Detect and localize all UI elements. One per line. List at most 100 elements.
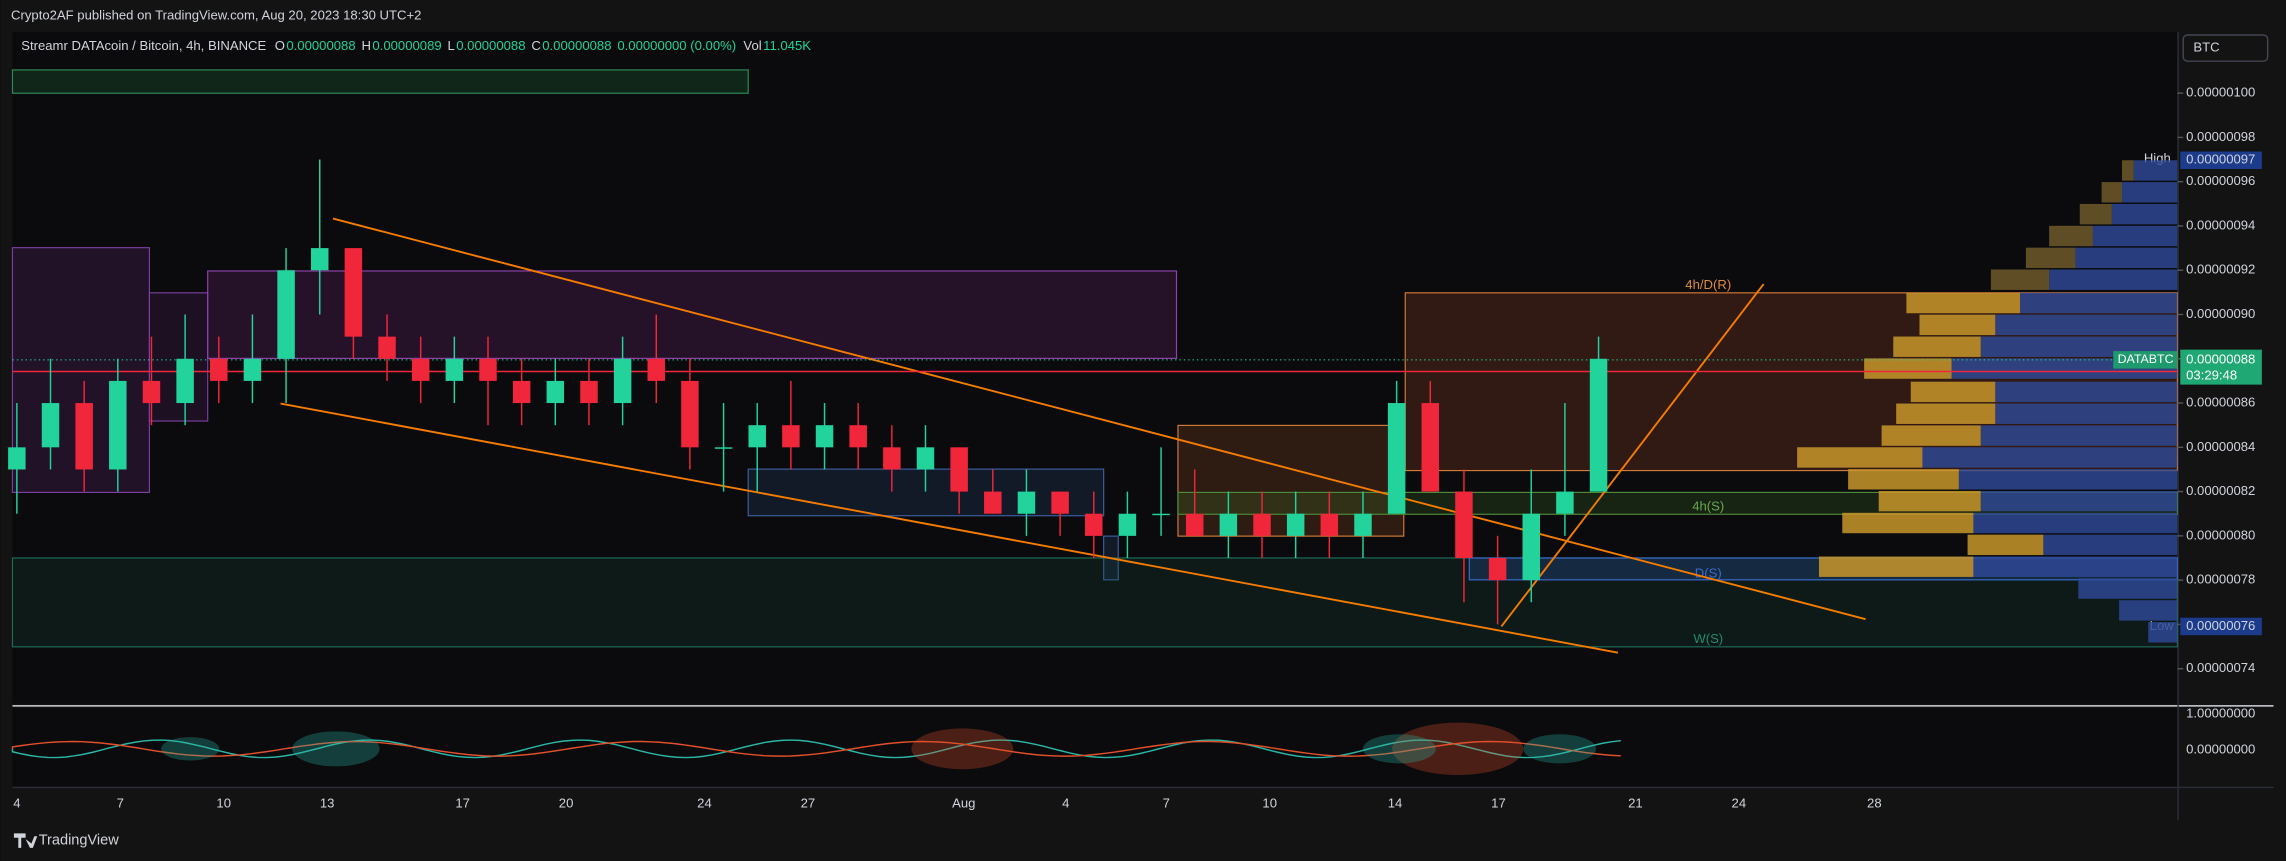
candle-body	[984, 491, 1002, 514]
currency-button[interactable]	[2182, 34, 2269, 62]
candle-body	[782, 425, 800, 448]
y-tick-label: 0.00000074	[2186, 660, 2255, 675]
candle-body	[546, 380, 565, 404]
indicator-tick-label: 1.00000000	[2186, 705, 2255, 720]
profile-gold	[2049, 225, 2093, 247]
x-tick-label: 17	[1491, 796, 1506, 811]
candle-body	[1488, 558, 1507, 581]
x-tick-label: Aug	[952, 796, 975, 811]
candle-body	[613, 358, 632, 404]
profile-blue	[2111, 203, 2178, 225]
profile-gold	[1893, 336, 1981, 357]
profile-blue	[1995, 381, 2178, 403]
zone-label: 4h/D(R)	[1685, 277, 1731, 292]
candle-body	[1085, 513, 1103, 536]
candle-body	[1354, 513, 1372, 536]
x-tick-label: 10	[216, 796, 231, 811]
oscillator-blob	[1392, 722, 1524, 776]
last-symbol-bg	[2113, 351, 2178, 369]
extreme-label: 0.00000076	[2186, 618, 2255, 633]
candle-body	[75, 403, 93, 470]
candle-body	[815, 425, 834, 448]
oscillator-blob	[292, 731, 380, 767]
y-tick-label: 0.00000100	[2186, 85, 2255, 100]
profile-blue	[1973, 556, 2178, 577]
ohlc-value: 0.00000088	[286, 38, 355, 53]
y-tick-label: 0.00000082	[2186, 483, 2255, 498]
candle-body	[512, 380, 531, 404]
profile-gold	[1906, 292, 2021, 314]
indicator-tick-label: 0.00000000	[2186, 742, 2255, 757]
profile-gold	[1842, 512, 1974, 534]
profile-blue	[2020, 292, 2178, 314]
y-tick-label: 0.00000092	[2186, 262, 2255, 277]
profile-gold	[1881, 425, 1981, 446]
profile-blue	[1980, 490, 2178, 512]
oscillator-blob	[161, 737, 220, 761]
candle-body	[883, 447, 901, 470]
candle-body	[1219, 513, 1238, 536]
candle-body	[1017, 491, 1036, 514]
brand-logo	[13, 833, 38, 848]
last-price-bg	[2180, 349, 2262, 385]
candle-body	[1118, 513, 1137, 536]
profile-blue	[1922, 447, 2178, 468]
x-tick-label: 27	[801, 796, 816, 811]
profile-gold	[1878, 490, 1981, 512]
profile-gold	[1848, 469, 1959, 490]
profile-blue	[1995, 403, 2178, 424]
x-tick-label: 13	[320, 796, 335, 811]
profile-blue	[2078, 578, 2178, 599]
candle-body	[681, 380, 699, 448]
profile-blue	[2148, 622, 2178, 643]
candle-body	[210, 358, 228, 381]
candle-body	[647, 358, 666, 381]
y-tick-label: 0.00000090	[2186, 306, 2255, 321]
last-symbol: DATABTC	[2118, 352, 2174, 366]
profile-blue	[1980, 425, 2178, 446]
oscillator	[11, 740, 1621, 757]
candle-body	[1320, 513, 1339, 536]
x-tick-label: 28	[1867, 796, 1882, 811]
candle-body	[1051, 491, 1069, 514]
profile-gold	[1896, 403, 1996, 424]
candle-body	[310, 248, 329, 271]
extreme-label: 0.00000097	[2186, 152, 2255, 167]
ohlc-value: 0.00000088	[542, 38, 611, 53]
x-tick-label: 4	[13, 796, 20, 811]
profile-gold	[2025, 247, 2076, 269]
extreme-label-bg	[2180, 151, 2262, 169]
candle-body	[445, 358, 464, 381]
ohlc-key: L	[447, 38, 454, 53]
candle-body	[714, 447, 733, 449]
profile-blue	[1995, 314, 2178, 336]
candle-body	[1556, 491, 1574, 514]
x-tick-label: 20	[559, 796, 574, 811]
zone	[207, 270, 1178, 359]
last-price: 0.00000088	[2186, 351, 2255, 366]
main-pane	[12, 32, 2178, 704]
profile-blue	[2119, 600, 2178, 621]
profile-blue	[1973, 512, 2178, 534]
x-tick-label: 24	[697, 796, 712, 811]
candle-body	[1185, 513, 1204, 536]
oscillator-blob	[911, 728, 1014, 770]
profile-gold	[1919, 314, 1996, 336]
candle-body	[1522, 513, 1540, 581]
candle-body	[916, 447, 935, 470]
candle-body	[8, 447, 26, 470]
candle-body	[1421, 403, 1440, 492]
published-text: Crypto2AF published on TradingView.com, …	[11, 7, 421, 22]
candle-body	[411, 358, 430, 381]
trend-line	[1500, 283, 1765, 628]
trend-line	[332, 217, 1866, 621]
y-tick-label: 0.00000084	[2186, 439, 2255, 454]
oscillator	[11, 739, 1621, 759]
profile-blue	[2075, 247, 2178, 269]
x-tick-label: 21	[1628, 796, 1643, 811]
candle-body	[1455, 491, 1473, 559]
profile-blue	[1958, 469, 2178, 490]
x-tick-label: 14	[1388, 796, 1403, 811]
candle-body	[1589, 358, 1608, 492]
